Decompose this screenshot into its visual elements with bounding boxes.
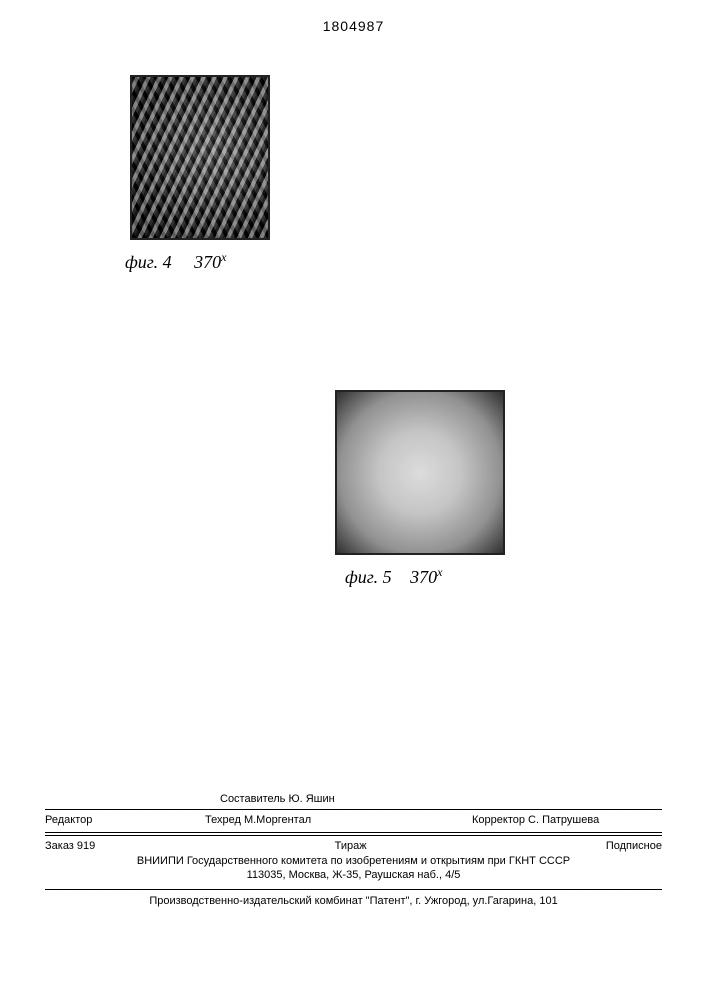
editor-label: Редактор [45, 814, 92, 826]
podpisnoe-label: Подписное [606, 839, 662, 854]
compiler-row: Составитель Ю. Яшин [45, 790, 662, 809]
figure-4-label: фиг. 4 [125, 252, 172, 272]
techred-name: М.Моргентал [244, 814, 311, 826]
figure-4-texture [132, 77, 268, 238]
figure-5-magnification: 370x [410, 567, 442, 587]
figure-4-mag-suffix: x [221, 250, 226, 264]
figure-4-caption: фиг. 4 370x [125, 250, 226, 273]
footer-block: Составитель Ю. Яшин Редактор Техред М.Мо… [45, 790, 662, 909]
order-label: Заказ [45, 840, 74, 852]
printer-line: Производственно-издательский комбинат "П… [45, 889, 662, 909]
compiler-name: Ю. Яшин [288, 793, 334, 805]
corrector-name: С. Патрушева [528, 814, 599, 826]
divider [45, 832, 662, 833]
corrector-label: Корректор [472, 814, 525, 826]
order-number: 919 [77, 840, 95, 852]
figure-4-magnification: 370x [194, 252, 226, 272]
figure-5-image [335, 390, 505, 555]
figure-4-image [130, 75, 270, 240]
figure-5-mag-suffix: x [437, 565, 442, 579]
figure-4-mag-value: 370 [194, 252, 221, 272]
publisher-line-2: 113035, Москва, Ж-35, Раушская наб., 4/5 [45, 868, 662, 883]
figure-5-label: фиг. 5 [345, 567, 392, 587]
credits-row: Редактор Техред М.Моргентал Корректор С.… [45, 809, 662, 830]
figure-5-caption: фиг. 5 370x [345, 565, 442, 588]
page-number: 1804987 [0, 18, 707, 34]
publisher-line-1: ВНИИПИ Государственного комитета по изоб… [45, 854, 662, 869]
publisher-block: ВНИИПИ Государственного комитета по изоб… [45, 854, 662, 884]
figure-5-mag-value: 370 [410, 567, 437, 587]
figure-5-texture [337, 392, 503, 553]
order-row: Заказ 919 Тираж Подписное [45, 835, 662, 854]
techred-label: Техред [205, 814, 241, 826]
tirazh-label: Тираж [335, 839, 367, 854]
compiler-label: Составитель [220, 793, 285, 805]
